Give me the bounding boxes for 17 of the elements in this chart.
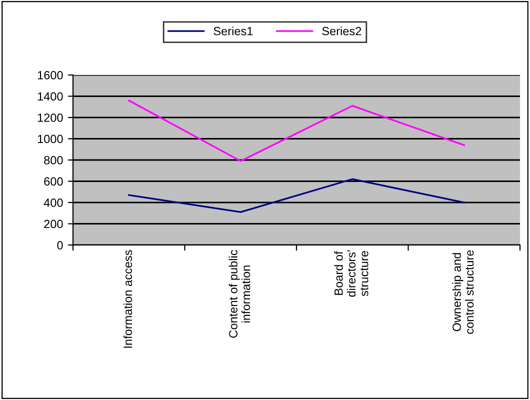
legend-label: Series2 — [322, 26, 362, 36]
y-tick-label: 400 — [44, 198, 63, 207]
legend-label: Series1 — [214, 26, 253, 36]
y-tick-label: 1200 — [38, 114, 63, 122]
line-series — [128, 100, 465, 162]
line-series — [128, 178, 465, 213]
y-tick-label: 200 — [44, 220, 63, 228]
y-tick-label: 1400 — [38, 92, 63, 101]
y-tick-label: 600 — [44, 177, 63, 186]
y-tick-label: 1000 — [38, 134, 63, 144]
y-tick-label: 0 — [57, 241, 63, 250]
y-tick-label: 800 — [44, 156, 63, 164]
x-tick-label: Information access — [123, 250, 132, 348]
x-tick-label: Board of directors' structure — [334, 250, 368, 297]
x-tick-label: Ownership and control structure — [452, 250, 474, 334]
x-tick-label: Content of public information — [228, 250, 250, 338]
y-tick-label: 1600 — [38, 71, 63, 80]
